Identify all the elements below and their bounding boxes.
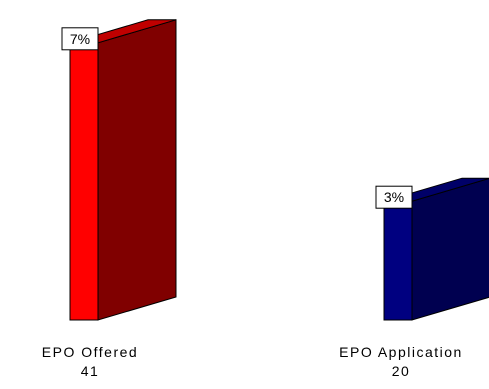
count-label-epo-offered: 41 bbox=[80, 363, 100, 379]
data-label-box-epo-offered bbox=[61, 27, 99, 51]
bar-front-epo-application bbox=[383, 200, 413, 321]
category-label-epo-offered: EPO Offered bbox=[41, 344, 139, 360]
bar-front-epo-offered bbox=[69, 42, 99, 321]
bar-side-epo-application bbox=[411, 177, 489, 321]
data-label-epo-offered: 7% bbox=[70, 31, 90, 47]
data-label-box-epo-application bbox=[375, 185, 413, 209]
data-label-epo-application: 3% bbox=[384, 189, 404, 205]
bar-side-epo-offered bbox=[97, 19, 177, 321]
count-label-epo-application: 20 bbox=[391, 363, 411, 379]
category-label-epo-application: EPO Application bbox=[339, 344, 463, 360]
